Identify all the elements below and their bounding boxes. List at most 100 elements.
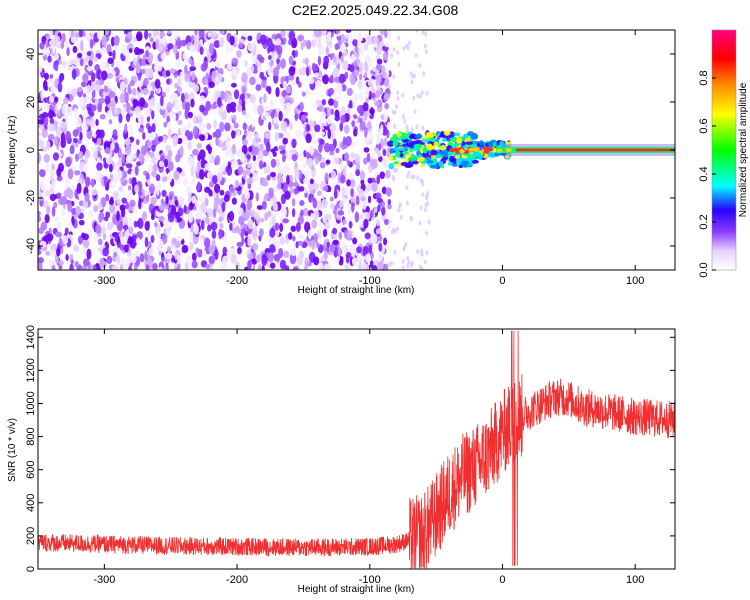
spectrogram-cell (38, 104, 42, 111)
spectrogram-cell (349, 76, 356, 86)
spectrogram-cell (234, 179, 240, 189)
spectrogram-cell (200, 201, 206, 213)
spectrogram-cell (399, 214, 403, 220)
spectrogram-cell (386, 30, 392, 41)
spectrogram-cell (398, 203, 402, 209)
spectrogram-cell (116, 132, 121, 138)
spectrogram-cell (101, 35, 106, 47)
spectrogram-cell (82, 73, 89, 83)
spectrogram-cell (247, 219, 254, 230)
spectrogram-cell (167, 150, 173, 158)
spectrogram-cell (216, 171, 223, 182)
spectrogram-cell (66, 47, 70, 57)
spectrogram-cell (438, 161, 444, 167)
spectrogram-cell (142, 132, 146, 140)
spectrogram-cell (393, 167, 397, 173)
spectrogram-cell (89, 117, 96, 128)
spectrogram-cell (149, 37, 154, 43)
spectrogram-cell (258, 150, 264, 160)
spectrogram-cell (364, 130, 368, 138)
spectrogram-cell (191, 195, 197, 204)
spectrogram-cell (257, 66, 262, 73)
spectrogram-cell (298, 186, 305, 192)
spectrogram-cell (180, 92, 185, 103)
spectrogram-cell (174, 252, 178, 261)
spectrogram-cell (311, 62, 316, 72)
spectrogram-cell (492, 141, 497, 147)
spectrogram-cell (239, 93, 245, 101)
spectrogram-cell (251, 50, 257, 57)
spectrogram-cell (252, 230, 258, 241)
snr-series (38, 330, 675, 569)
spectrogram-cell (384, 30, 388, 39)
spectrogram-cell (409, 141, 415, 149)
spectrogram-cell (67, 58, 75, 66)
spectrogram-cell (270, 210, 278, 219)
spectrogram-cell (46, 232, 54, 242)
spectrogram-cell (338, 231, 343, 240)
spectrogram-cell (424, 49, 428, 55)
colorbar-frame (711, 29, 737, 271)
spectrogram-cell (141, 60, 147, 67)
spectrogram-cell (169, 36, 175, 45)
spectrogram-cell (78, 151, 84, 160)
spectrogram-cell (183, 204, 187, 214)
spectrogram-cell (88, 59, 93, 67)
spectrogram-cell (54, 104, 58, 116)
spectrogram-cell (463, 133, 469, 139)
spectrogram-cell (346, 179, 351, 187)
spectrogram-cell (199, 95, 205, 102)
spectrogram-cell (188, 191, 192, 203)
spectrogram-cell (97, 169, 101, 178)
spectrogram-cell (97, 202, 102, 210)
spectrogram-cell (294, 167, 300, 177)
spectrogram-cell (96, 137, 102, 146)
spectrogram-cell (505, 148, 512, 153)
spectrogram-cell (83, 258, 90, 267)
spectrogram-cell (105, 30, 110, 36)
spectrogram-cell (147, 67, 154, 79)
spectrogram-cell (89, 85, 94, 93)
spectrogram-cell (203, 237, 211, 248)
spectrogram-cell (86, 84, 91, 94)
spectrogram-cell (272, 151, 277, 157)
spectrogram-cell (179, 126, 187, 135)
spectrogram-cell (161, 189, 167, 197)
spectrogram-cell (429, 164, 438, 169)
spectrogram-cell (356, 246, 362, 254)
spectrogram-cell (58, 237, 63, 247)
spectrogram-cell (249, 94, 256, 103)
spectrogram-cell (440, 131, 445, 137)
spectrogram-cell (125, 102, 131, 113)
spectrogram-cell (415, 124, 419, 130)
spectrogram-cell (258, 160, 264, 170)
spectrogram-cell (67, 221, 73, 232)
spectrogram-cell (288, 30, 296, 41)
spectrogram-cell (250, 159, 257, 171)
spectrogram-cell (82, 165, 89, 173)
spectrogram-cell (162, 175, 168, 182)
spectrogram-cell (393, 136, 398, 141)
spectrogram-cell (339, 174, 346, 184)
spectrogram-cell (349, 64, 355, 73)
spectrogram-cell (321, 192, 325, 200)
spectrogram-cell (246, 177, 254, 185)
spectrogram-cell (287, 74, 295, 81)
spectrogram-cell (241, 110, 247, 116)
spectrogram-cell (269, 200, 274, 207)
x-tick-label: -200 (226, 574, 248, 586)
spectrogram-cell (113, 142, 120, 154)
spectrogram-cell (131, 253, 137, 264)
y-tick-label: -20 (25, 190, 37, 206)
spectrogram-cell (303, 177, 310, 185)
spectrogram-cell (335, 30, 341, 34)
spectrogram-cell (145, 194, 150, 202)
spectrogram-cell (197, 115, 202, 124)
spectrogram-cell (160, 53, 166, 60)
spectrogram-cell (39, 41, 45, 50)
spectrogram-cell (211, 175, 218, 185)
spectrogram-cell (198, 122, 206, 130)
spectrogram-cell (92, 132, 97, 139)
spectrogram-cell (215, 192, 219, 204)
spectrogram-cell (275, 86, 280, 98)
